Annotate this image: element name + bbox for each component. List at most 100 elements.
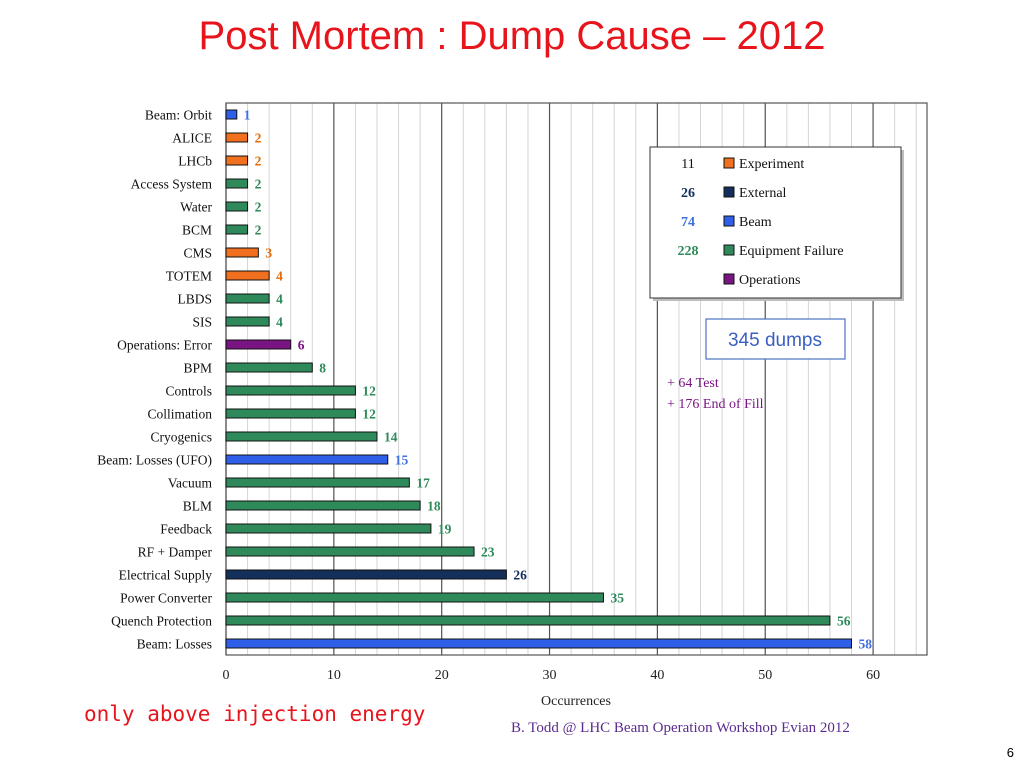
value-label: 4 bbox=[276, 315, 283, 330]
bar bbox=[225, 477, 410, 488]
extra-end-of-fill-label: + 176 End of Fill bbox=[667, 397, 764, 412]
injection-energy-note: only above injection energy bbox=[84, 702, 426, 726]
legend-count: 26 bbox=[681, 186, 695, 201]
legend-count: 74 bbox=[681, 215, 695, 230]
legend-entry-label: Experiment bbox=[739, 157, 804, 172]
category-label: Beam: Losses bbox=[137, 637, 212, 652]
bar bbox=[225, 316, 270, 327]
value-label: 2 bbox=[255, 154, 262, 169]
value-label: 56 bbox=[837, 614, 851, 629]
bar bbox=[225, 638, 853, 649]
value-label: 1 bbox=[244, 108, 251, 123]
legend-swatch bbox=[723, 186, 735, 198]
category-label: Operations: Error bbox=[117, 338, 212, 353]
category-label: Power Converter bbox=[120, 591, 212, 606]
legend-swatch bbox=[723, 157, 735, 169]
bar bbox=[225, 362, 313, 373]
bar bbox=[225, 523, 432, 534]
bar bbox=[225, 500, 421, 511]
category-label: Electrical Supply bbox=[119, 568, 213, 583]
bar bbox=[225, 270, 270, 281]
category-label: Water bbox=[180, 200, 212, 215]
value-label: 2 bbox=[255, 200, 262, 215]
value-label: 4 bbox=[276, 292, 283, 307]
category-label: Feedback bbox=[160, 522, 212, 537]
category-label: SIS bbox=[192, 315, 212, 330]
category-label: CMS bbox=[183, 246, 212, 261]
value-label: 18 bbox=[427, 499, 441, 514]
chart-grid bbox=[225, 102, 928, 656]
value-label: 8 bbox=[319, 361, 326, 376]
category-label: Beam: Losses (UFO) bbox=[97, 453, 212, 468]
legend-box bbox=[649, 146, 902, 299]
value-label: 2 bbox=[255, 131, 262, 146]
bar bbox=[225, 109, 238, 120]
legend-entry-label: Equipment Failure bbox=[739, 244, 844, 259]
value-label: 17 bbox=[416, 476, 430, 491]
value-label: 2 bbox=[255, 223, 262, 238]
bar bbox=[225, 132, 249, 143]
x-tick-labels: 0 10 20 30 40 50 60 bbox=[223, 668, 881, 683]
category-label: BCM bbox=[182, 223, 212, 238]
value-label: 2 bbox=[255, 177, 262, 192]
legend-entry-label: Beam bbox=[739, 215, 772, 230]
extra-test-label: + 64 Test bbox=[667, 376, 719, 391]
value-label: 58 bbox=[859, 637, 873, 652]
category-label: TOTEM bbox=[166, 269, 212, 284]
x-tick-label: 60 bbox=[866, 668, 880, 683]
bar bbox=[225, 339, 292, 350]
page-number: 6 bbox=[1006, 745, 1014, 760]
category-label: RF + Damper bbox=[138, 545, 213, 560]
value-label: 12 bbox=[362, 384, 376, 399]
total-dumps-label: 345 dumps bbox=[728, 330, 822, 351]
x-tick-label: 50 bbox=[758, 668, 772, 683]
value-label: 19 bbox=[438, 522, 452, 537]
value-label: 4 bbox=[276, 269, 283, 284]
bar bbox=[225, 385, 356, 396]
bar bbox=[225, 615, 831, 626]
plot-frame bbox=[225, 102, 928, 656]
category-label: Quench Protection bbox=[111, 614, 212, 629]
legend-swatch bbox=[723, 215, 735, 227]
bar bbox=[225, 178, 249, 189]
bar bbox=[225, 155, 249, 166]
bar bbox=[225, 224, 249, 235]
category-label: Controls bbox=[165, 384, 212, 399]
value-label: 6 bbox=[298, 338, 305, 353]
x-tick-label: 40 bbox=[650, 668, 664, 683]
chart-bars bbox=[225, 109, 853, 649]
category-label: Vacuum bbox=[168, 476, 213, 491]
x-axis-label: Occurrences bbox=[541, 694, 611, 709]
credit-line: B. Todd @ LHC Beam Operation Workshop Ev… bbox=[511, 720, 850, 736]
category-label: Access System bbox=[131, 177, 213, 192]
category-label: LHCb bbox=[178, 154, 212, 169]
value-label: 14 bbox=[384, 430, 398, 445]
legend-swatch bbox=[723, 244, 735, 256]
bar bbox=[225, 293, 270, 304]
value-label: 26 bbox=[513, 568, 527, 583]
value-label: 3 bbox=[265, 246, 272, 261]
category-label: BPM bbox=[183, 361, 212, 376]
x-tick-label: 30 bbox=[543, 668, 557, 683]
bar bbox=[225, 592, 604, 603]
bar bbox=[225, 408, 356, 419]
legend-count: 228 bbox=[678, 244, 699, 259]
bar bbox=[225, 431, 378, 442]
bar bbox=[225, 201, 249, 212]
category-label: Collimation bbox=[147, 407, 212, 422]
category-label: ALICE bbox=[172, 131, 212, 146]
x-tick-label: 20 bbox=[435, 668, 449, 683]
value-label: 15 bbox=[395, 453, 409, 468]
legend-swatch bbox=[723, 273, 735, 285]
bar bbox=[225, 454, 389, 465]
legend-count: 11 bbox=[681, 157, 694, 172]
category-labels: Beam: Orbit ALICE LHCb Access System Water BC… bbox=[97, 108, 212, 652]
legend-entry-label: External bbox=[739, 186, 787, 201]
category-label: Cryogenics bbox=[151, 430, 213, 445]
legend: 11 Experiment 26 External 74 Beam 228 Equipment… bbox=[649, 146, 904, 301]
category-label: BLM bbox=[183, 499, 212, 514]
total-dumps-box: 345 dumps bbox=[705, 318, 846, 360]
category-label: Beam: Orbit bbox=[145, 108, 212, 123]
extra-dumps-annotation: + 64 Test + 176 End of Fill bbox=[667, 376, 764, 412]
